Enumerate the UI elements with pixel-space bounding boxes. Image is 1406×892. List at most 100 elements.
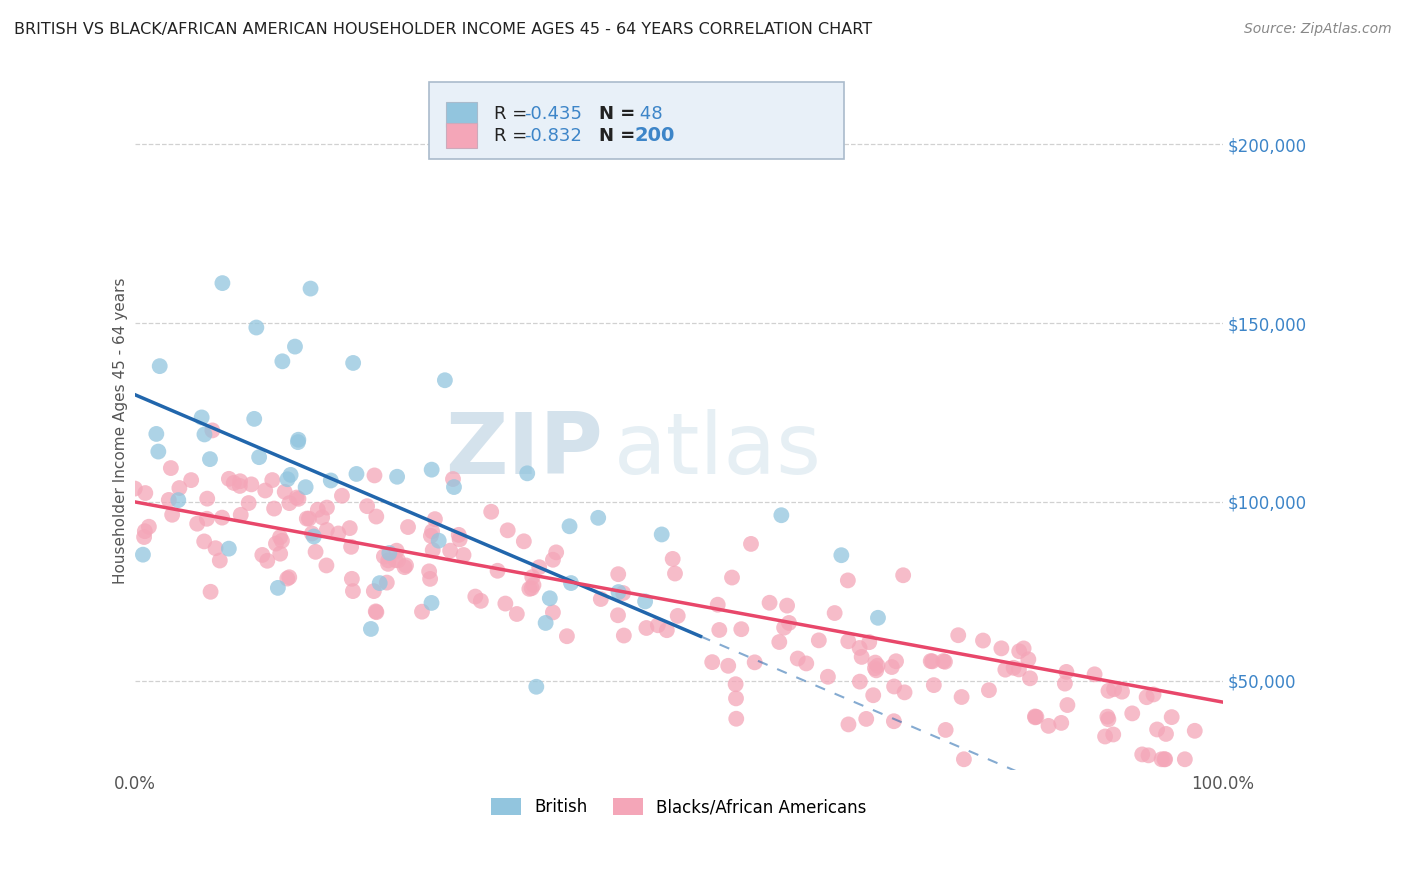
Point (706, 598, 728, 612)
Point (647, 618, 669, 632)
Point (138, 520, 160, 534)
Point (157, 492, 180, 507)
Point (724, 691, 747, 706)
Point (373, 549, 395, 564)
Point (558, 519, 581, 533)
Point (366, 605, 388, 619)
Point (278, 496, 301, 510)
Point (855, 712, 877, 726)
Point (304, 545, 326, 559)
Point (541, 606, 564, 620)
Point (298, 511, 321, 525)
Point (315, 558, 337, 573)
Point (1008, 662, 1031, 676)
Point (301, 526, 323, 541)
Point (427, 533, 450, 548)
Point (522, 578, 544, 592)
Point (1130, 747, 1153, 762)
Point (848, 640, 870, 655)
Point (634, 594, 657, 608)
Point (1102, 682, 1125, 697)
Point (201, 424, 224, 438)
Point (356, 499, 378, 513)
Point (607, 608, 630, 623)
Text: N =: N = (599, 105, 641, 123)
Point (271, 533, 294, 548)
Point (776, 599, 799, 613)
Point (538, 591, 561, 606)
Point (271, 354, 294, 368)
Point (717, 658, 740, 673)
Point (586, 511, 609, 525)
Point (1050, 715, 1073, 730)
Point (972, 633, 994, 648)
Point (419, 529, 441, 543)
Point (273, 484, 295, 499)
Point (560, 576, 582, 591)
Point (294, 480, 316, 494)
Point (132, 548, 155, 562)
Point (702, 655, 724, 669)
Point (884, 654, 907, 668)
Point (276, 472, 298, 486)
Point (160, 508, 183, 522)
Point (506, 607, 529, 621)
Point (948, 628, 970, 642)
Point (470, 594, 492, 608)
Point (1012, 641, 1035, 656)
Point (287, 491, 309, 506)
Point (866, 658, 889, 673)
Point (607, 567, 630, 582)
Point (1008, 644, 1031, 658)
Text: -0.435: -0.435 (524, 105, 582, 123)
Point (990, 641, 1012, 656)
Point (1053, 676, 1076, 690)
Point (148, 444, 170, 458)
Point (1150, 752, 1173, 766)
Point (837, 634, 859, 648)
Point (267, 581, 290, 595)
Text: ZIP: ZIP (444, 409, 603, 492)
Point (1056, 698, 1078, 712)
Point (342, 356, 364, 370)
Point (238, 496, 260, 510)
Point (396, 520, 419, 534)
Point (211, 276, 233, 290)
Point (340, 572, 363, 586)
Point (541, 553, 564, 567)
Point (307, 502, 329, 516)
Point (496, 524, 519, 538)
Point (342, 584, 364, 599)
Point (328, 526, 350, 541)
Point (1002, 661, 1025, 675)
Point (169, 481, 191, 495)
Point (849, 674, 872, 689)
Point (124, 482, 146, 496)
Point (167, 493, 190, 508)
Point (1146, 723, 1168, 737)
Point (1153, 752, 1175, 766)
Point (921, 654, 943, 668)
Text: Source: ZipAtlas.com: Source: ZipAtlas.com (1244, 22, 1392, 37)
Point (433, 373, 456, 387)
Y-axis label: Householder Income Ages 45 - 64 years: Householder Income Ages 45 - 64 years (114, 277, 128, 583)
Point (522, 570, 544, 584)
Point (934, 655, 956, 669)
Point (664, 566, 686, 581)
Point (1097, 712, 1119, 726)
Point (134, 486, 156, 500)
Point (935, 723, 957, 737)
Point (411, 605, 433, 619)
Point (229, 475, 252, 489)
Point (378, 546, 401, 560)
Point (1017, 652, 1039, 666)
Point (740, 537, 762, 551)
Point (666, 608, 689, 623)
Point (418, 565, 440, 579)
Point (464, 590, 486, 604)
Point (195, 512, 218, 526)
Point (315, 523, 337, 537)
Point (419, 572, 441, 586)
Point (1121, 706, 1143, 721)
Point (447, 528, 470, 542)
